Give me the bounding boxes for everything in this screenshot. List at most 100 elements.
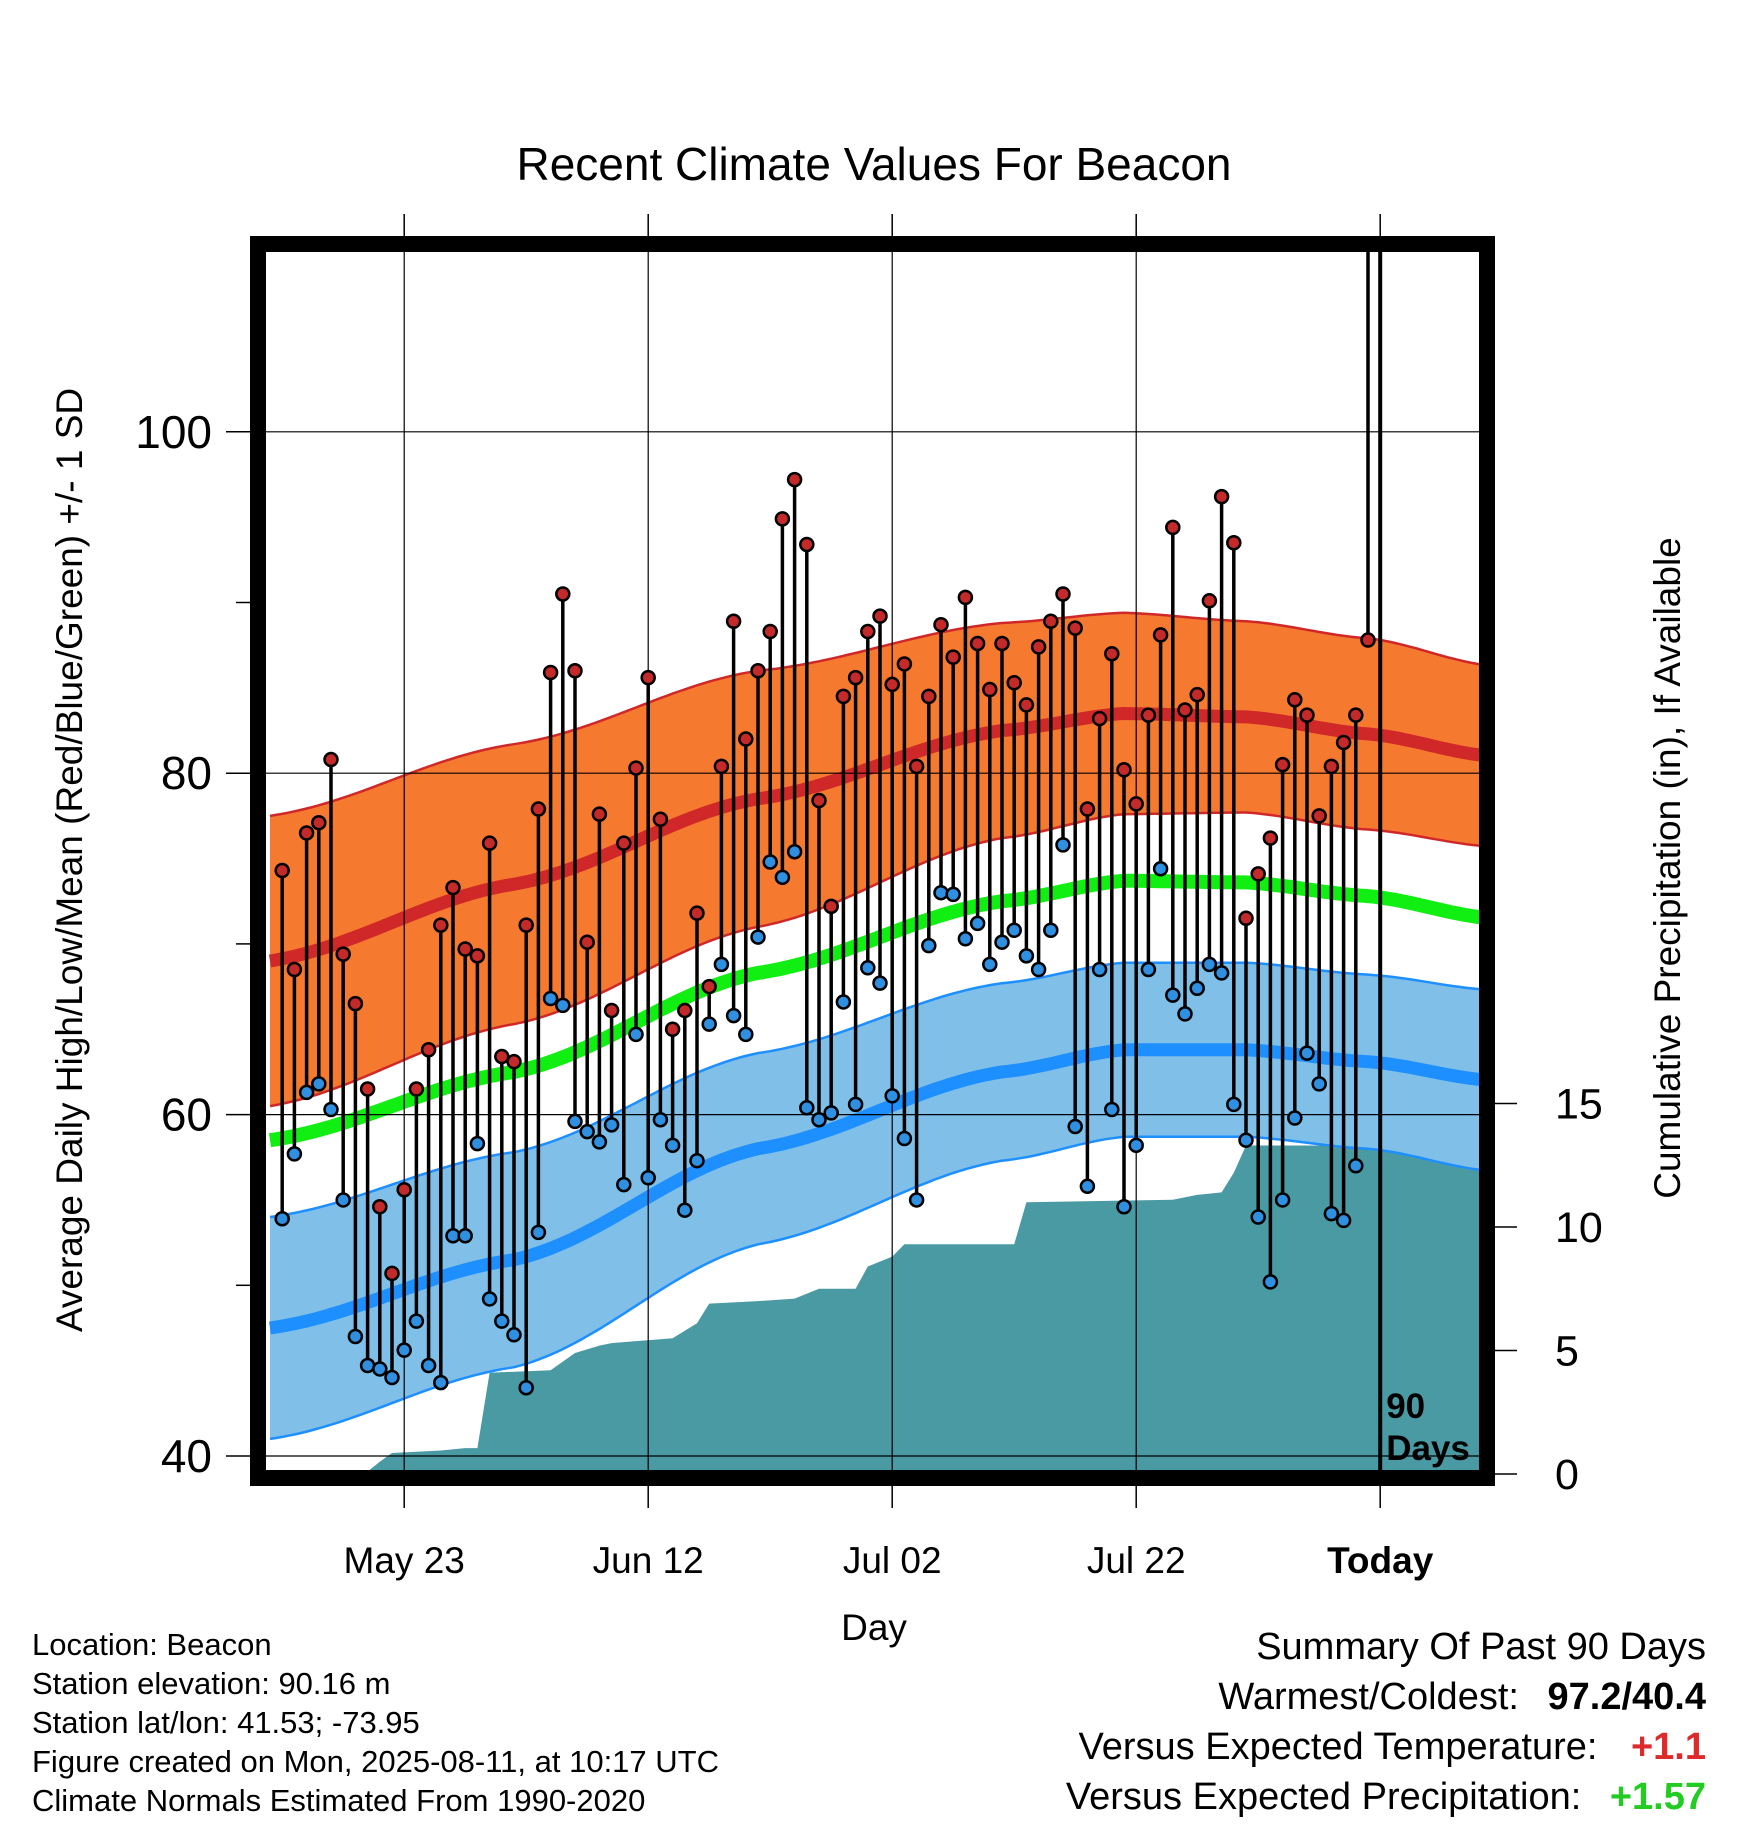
observed-low-point (311, 1076, 327, 1092)
x-tick-label: Today (1327, 1540, 1434, 1581)
observed-high-point (701, 978, 717, 995)
observed-high-point (835, 688, 852, 705)
observed-high-point (1043, 613, 1059, 630)
observed-high-point (1274, 756, 1291, 773)
observed-low-point (1055, 837, 1071, 853)
observed-low-point (872, 975, 888, 991)
observed-high-point (1006, 674, 1022, 691)
y-tick-label-right: 10 (1555, 1204, 1603, 1252)
observed-low-point (481, 1291, 498, 1307)
observed-high-point (1201, 593, 1218, 609)
observed-high-point (506, 1053, 522, 1070)
observed-low-point (847, 1096, 864, 1113)
observed-low-point (896, 1130, 913, 1147)
elevation-text: Station elevation: 90.16 m (32, 1666, 391, 1701)
observed-high-point (762, 623, 778, 640)
observed-low-point (982, 956, 998, 973)
observed-high-point (738, 731, 754, 747)
observed-low-point (677, 1202, 693, 1218)
observed-high-point (469, 948, 486, 964)
observed-low-point (884, 1088, 900, 1104)
observed-high-point (1030, 639, 1047, 655)
observed-low-point (1030, 961, 1047, 978)
observed-low-point (408, 1313, 425, 1329)
observed-low-point (603, 1117, 620, 1133)
observed-high-point (335, 946, 351, 962)
observed-low-point (823, 1105, 839, 1121)
y-tick-label-right: 15 (1555, 1081, 1603, 1129)
warmest-coldest-row: Warmest/Coldest: 97.2/40.4 (1066, 1672, 1706, 1722)
observed-high-point (542, 664, 559, 681)
observed-high-point (652, 811, 669, 828)
observed-low-point (1079, 1178, 1096, 1195)
temp-departure-row: Versus Expected Temperature: +1.1 (1066, 1722, 1706, 1772)
observed-high-point (311, 814, 327, 831)
observed-low-point (457, 1228, 473, 1244)
observed-low-point (1348, 1158, 1364, 1174)
observed-low-point (1116, 1199, 1132, 1215)
observed-low-point (433, 1374, 449, 1391)
observed-low-point (1287, 1110, 1303, 1126)
observed-low-point (372, 1361, 388, 1377)
observed-low-point (347, 1328, 364, 1345)
normal-low-line (269, 1043, 1487, 1335)
observed-high-point (372, 1199, 388, 1215)
observed-low-point (640, 1170, 656, 1186)
observed-high-point (1165, 519, 1181, 536)
observed-high-point (994, 635, 1010, 652)
observed-low-point (652, 1111, 669, 1128)
observed-high-point (713, 758, 730, 775)
observed-high-point (1250, 866, 1266, 882)
temp-departure-value: +1.1 (1630, 1726, 1706, 1768)
observed-low-point (518, 1379, 534, 1396)
observed-low-point (1311, 1076, 1327, 1092)
observed-high-point (396, 1181, 412, 1198)
observed-low-point (1226, 1096, 1242, 1113)
y-axis-label-left: Average Daily High/Low/Mean (Red/Blue/Gr… (49, 388, 90, 1332)
observed-low-point (323, 1101, 339, 1118)
observed-high-point (298, 825, 315, 841)
observed-high-point (408, 1081, 425, 1097)
observed-high-point (921, 688, 937, 705)
chart-title: Recent Climate Values For Beacon (516, 138, 1231, 190)
observed-low-point (591, 1134, 608, 1150)
observed-high-point (799, 536, 815, 553)
observed-high-point (1323, 758, 1340, 775)
observed-high-point (725, 613, 742, 630)
observed-low-point (725, 1007, 742, 1024)
observed-high-point (457, 941, 473, 957)
observed-high-point (957, 589, 974, 606)
observed-high-point (1018, 697, 1035, 713)
observed-high-point (603, 1002, 620, 1019)
observed-high-point (1116, 762, 1132, 778)
precip-departure-value: +1.57 (1609, 1776, 1706, 1818)
observed-low-point (469, 1135, 486, 1152)
observed-low-point (1018, 948, 1035, 964)
observed-low-point (738, 1026, 754, 1043)
observed-low-point (1091, 961, 1108, 978)
observed-low-point (1043, 922, 1059, 938)
observed-low-point (335, 1192, 351, 1208)
observed-high-point (1091, 710, 1108, 727)
observed-high-point (1140, 707, 1157, 723)
y-tick-label-left: 100 (135, 406, 212, 458)
observed-low-point (1262, 1274, 1279, 1290)
observed-high-point (274, 862, 290, 879)
observed-low-point (1213, 965, 1230, 981)
summary-title: Summary Of Past 90 Days (1256, 1626, 1706, 1668)
observed-high-point (1238, 910, 1254, 927)
observed-high-point (616, 835, 632, 851)
observed-high-point (786, 471, 803, 488)
observed-high-point (872, 608, 888, 624)
warmest-coldest-value: 97.2/40.4 (1547, 1676, 1706, 1718)
observed-low-point (762, 854, 778, 870)
observed-high-point (384, 1265, 400, 1282)
observed-high-point (530, 801, 547, 817)
y-tick-label-left: 80 (161, 747, 212, 799)
precip-departure-label: Versus Expected Precipitation: (1065, 1776, 1582, 1818)
observed-low-point (1201, 956, 1218, 973)
observed-low-point (298, 1084, 315, 1101)
observed-high-point (481, 835, 498, 851)
cumulative-precip-area (270, 1145, 1487, 1474)
